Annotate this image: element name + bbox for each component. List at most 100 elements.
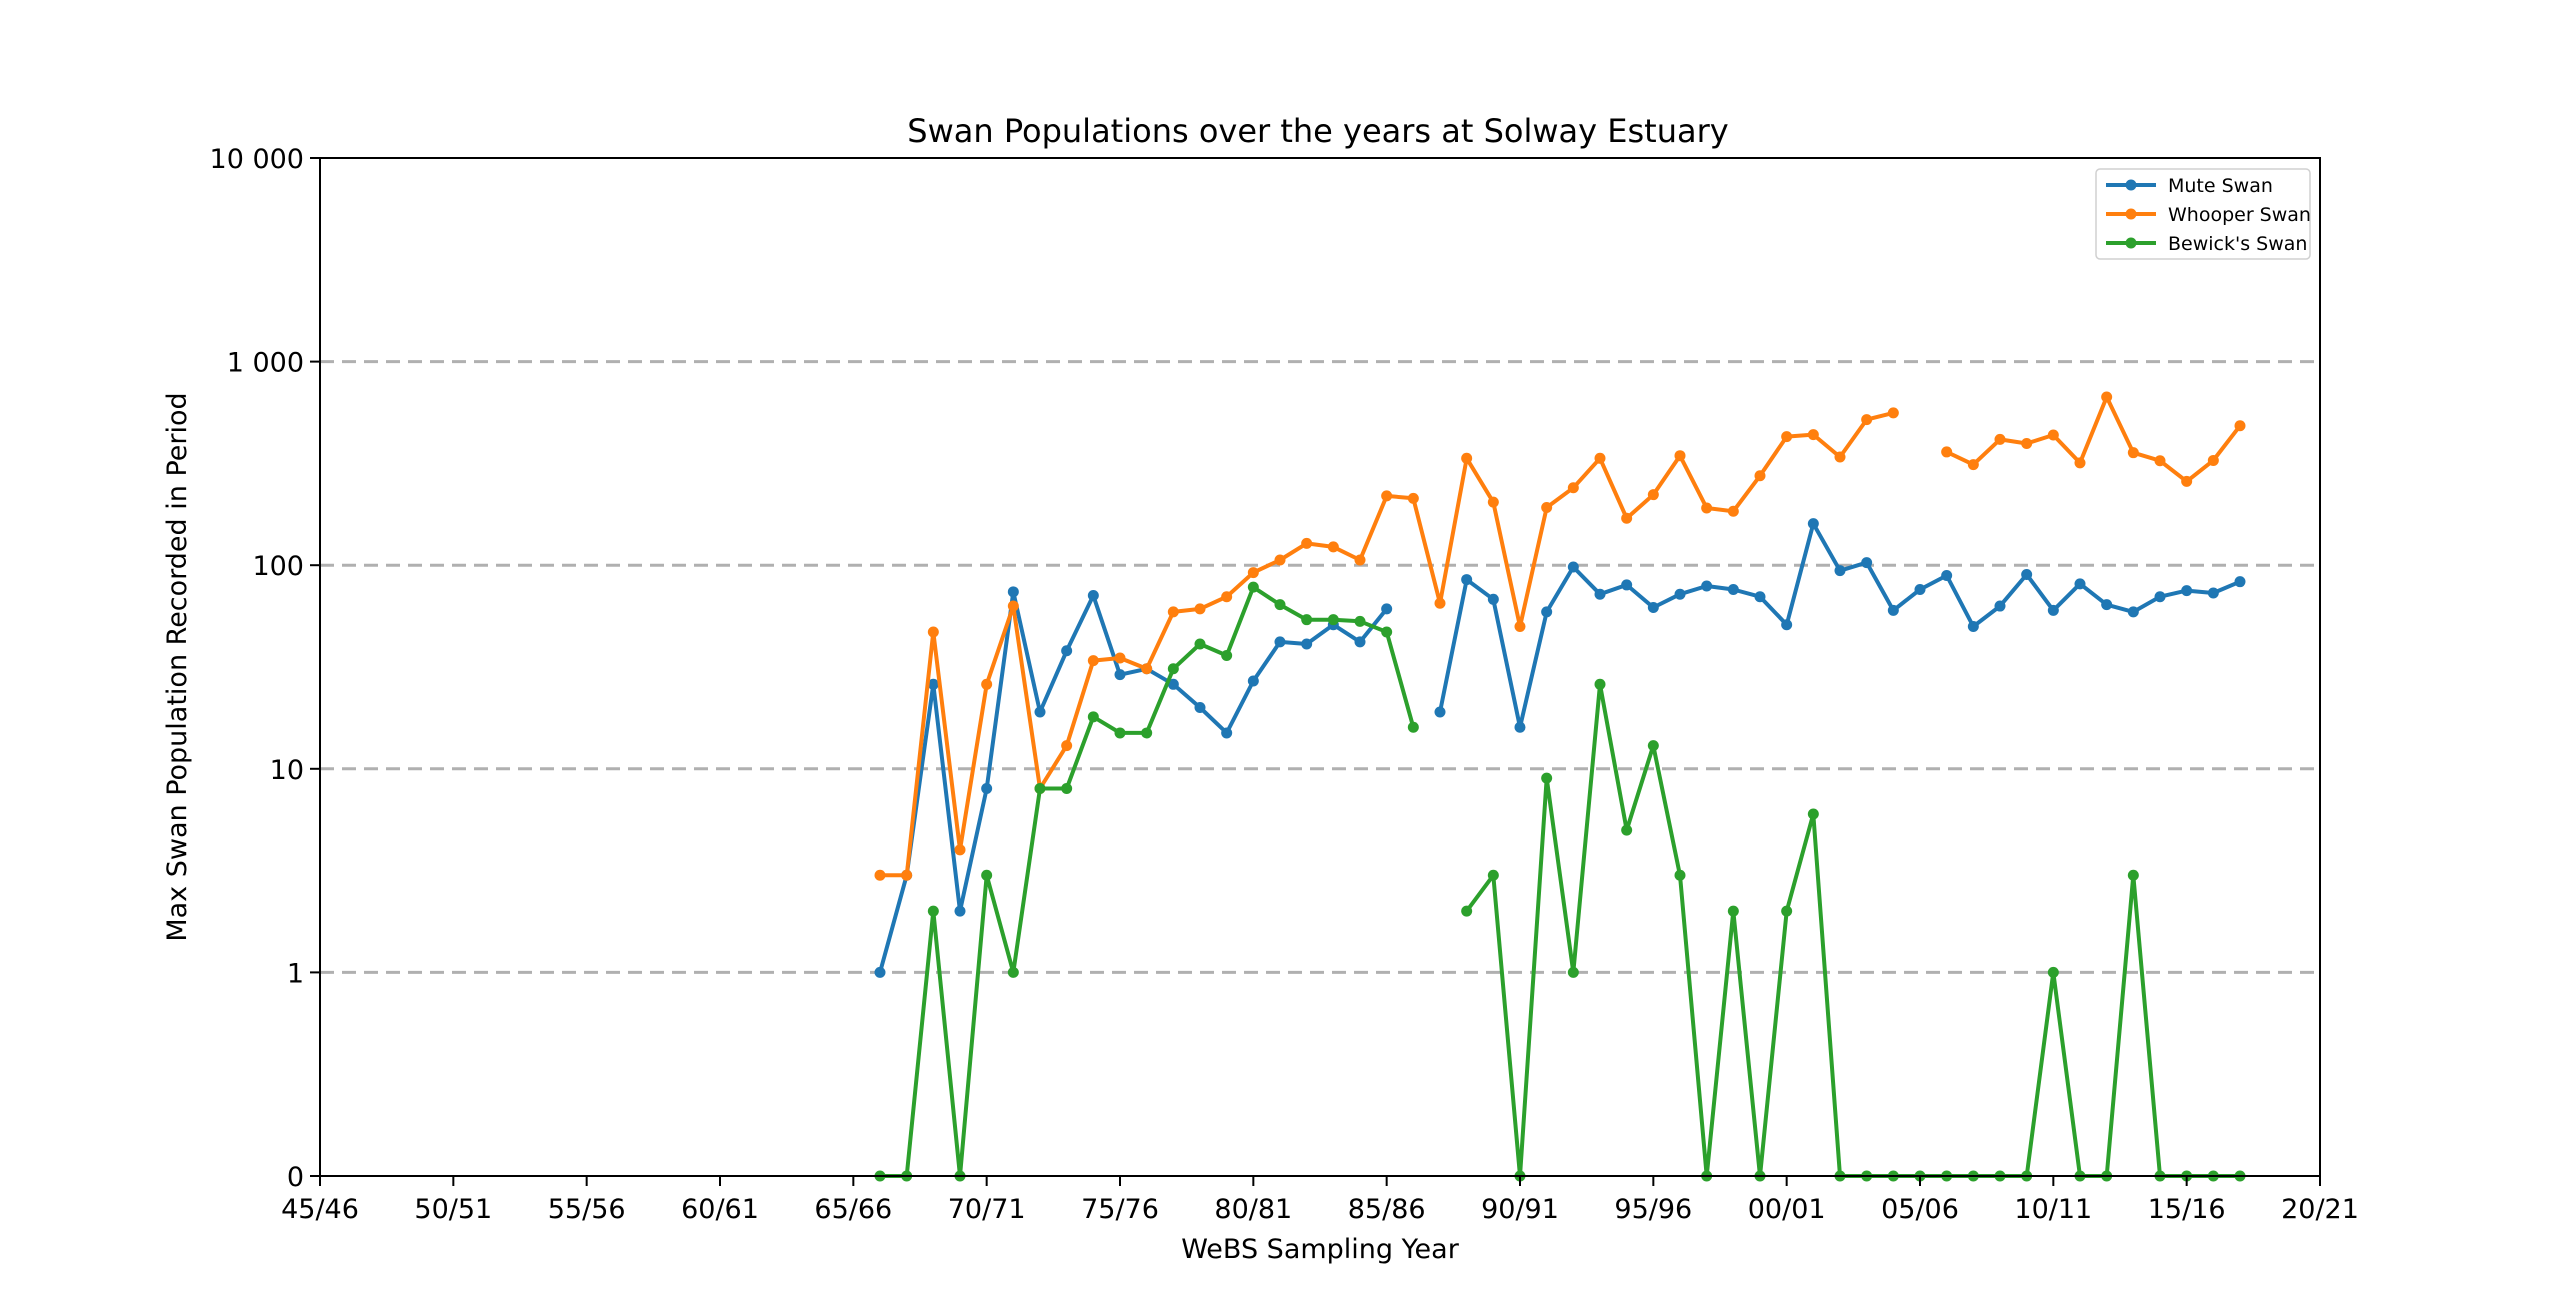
legend-marker bbox=[2125, 208, 2137, 220]
x-tick-label: 65/66 bbox=[814, 1194, 892, 1225]
x-tick-label: 95/96 bbox=[1614, 1194, 1692, 1225]
data-point bbox=[981, 869, 993, 881]
data-point bbox=[1381, 626, 1393, 638]
y-tick-label: 100 bbox=[252, 551, 304, 582]
x-tick-label: 50/51 bbox=[414, 1194, 492, 1225]
data-point bbox=[1354, 615, 1366, 627]
x-tick-label: 85/86 bbox=[1348, 1194, 1426, 1225]
data-point bbox=[1514, 721, 1526, 733]
data-point bbox=[1007, 966, 1019, 978]
data-point bbox=[927, 626, 939, 638]
data-point bbox=[1674, 450, 1686, 462]
data-point bbox=[2207, 587, 2219, 599]
data-point bbox=[1487, 869, 1499, 881]
data-point bbox=[1221, 727, 1233, 739]
data-point bbox=[1567, 561, 1579, 573]
data-point bbox=[1034, 783, 1046, 795]
data-point bbox=[954, 905, 966, 917]
data-point bbox=[1354, 554, 1366, 566]
data-point bbox=[1621, 579, 1633, 591]
data-point bbox=[1194, 638, 1206, 650]
series-line bbox=[880, 410, 1894, 878]
data-point bbox=[1727, 505, 1739, 517]
data-point bbox=[2154, 591, 2166, 603]
data-point bbox=[1434, 597, 1446, 609]
x-tick-label: 05/06 bbox=[1881, 1194, 1959, 1225]
data-point bbox=[1914, 583, 1926, 595]
data-point bbox=[1994, 433, 2006, 445]
data-point bbox=[1327, 541, 1339, 553]
data-point bbox=[1487, 496, 1499, 508]
data-point bbox=[1087, 589, 1099, 601]
data-point bbox=[1061, 740, 1073, 752]
data-point bbox=[1407, 721, 1419, 733]
data-point bbox=[1114, 652, 1126, 664]
data-point bbox=[1461, 905, 1473, 917]
data-point bbox=[1701, 580, 1713, 592]
data-point bbox=[1674, 869, 1686, 881]
x-tick-label: 15/16 bbox=[2148, 1194, 2226, 1225]
data-point bbox=[2154, 455, 2166, 467]
data-point bbox=[1807, 808, 1819, 820]
series-whooper-swan bbox=[874, 391, 2246, 881]
data-point bbox=[954, 844, 966, 856]
data-point bbox=[1861, 557, 1873, 569]
x-tick-label: 70/71 bbox=[948, 1194, 1026, 1225]
data-point bbox=[2047, 604, 2059, 616]
x-tick-label: 60/61 bbox=[681, 1194, 759, 1225]
x-tick-label: 55/56 bbox=[548, 1194, 626, 1225]
data-point bbox=[1221, 650, 1233, 662]
data-point bbox=[1461, 452, 1473, 464]
x-axis: 45/46 50/51 55/56 60/61 65/66 70/71 75/76 80/81… bbox=[281, 1176, 2359, 1225]
legend-label: Whooper Swan bbox=[2168, 204, 2311, 226]
legend-marker bbox=[2125, 179, 2137, 191]
data-point bbox=[1247, 675, 1259, 687]
legend-frame bbox=[2095, 168, 2311, 260]
data-point bbox=[1807, 518, 1819, 530]
data-point bbox=[1567, 966, 1579, 978]
data-point bbox=[1701, 502, 1713, 514]
data-point bbox=[2101, 599, 2113, 611]
data-point bbox=[1941, 570, 1953, 582]
data-point bbox=[2127, 869, 2139, 881]
data-point bbox=[1621, 512, 1633, 524]
data-point bbox=[1781, 431, 1793, 443]
data-point bbox=[927, 905, 939, 917]
data-point bbox=[1807, 429, 1819, 441]
data-point bbox=[1407, 492, 1419, 504]
data-point bbox=[2074, 457, 2086, 469]
data-point bbox=[1834, 565, 1846, 577]
data-point bbox=[1887, 604, 1899, 616]
data-point bbox=[1301, 537, 1313, 549]
data-point bbox=[1114, 727, 1126, 739]
series-bewick-s-swan bbox=[874, 581, 2246, 1182]
data-point bbox=[1194, 702, 1206, 714]
y-axis: 0 1 10 100 1 000 10 000 bbox=[210, 144, 320, 1193]
data-point bbox=[2074, 578, 2086, 590]
data-point bbox=[1461, 574, 1473, 586]
legend-label: Bewick's Swan bbox=[2168, 233, 2307, 255]
y-tick-label: 1 000 bbox=[227, 348, 304, 379]
legend-marker bbox=[2125, 237, 2137, 249]
data-point bbox=[1994, 600, 2006, 612]
data-point bbox=[1754, 470, 1766, 482]
data-point bbox=[1114, 669, 1126, 681]
legend-label: Mute Swan bbox=[2168, 175, 2273, 197]
plot-frame bbox=[319, 157, 2321, 1177]
data-point bbox=[1647, 601, 1659, 613]
data-point bbox=[1087, 711, 1099, 723]
data-point bbox=[2127, 606, 2139, 618]
data-point bbox=[927, 678, 939, 690]
series-line bbox=[878, 589, 1389, 973]
data-point bbox=[1061, 783, 1073, 795]
data-point bbox=[1167, 678, 1179, 690]
data-point bbox=[981, 783, 993, 795]
data-point bbox=[901, 869, 913, 881]
data-point bbox=[1007, 586, 1019, 598]
data-point bbox=[1301, 638, 1313, 650]
data-point bbox=[1727, 583, 1739, 595]
data-point bbox=[1541, 606, 1553, 618]
x-tick-label: 90/91 bbox=[1481, 1194, 1559, 1225]
series-layer bbox=[874, 391, 2246, 1182]
